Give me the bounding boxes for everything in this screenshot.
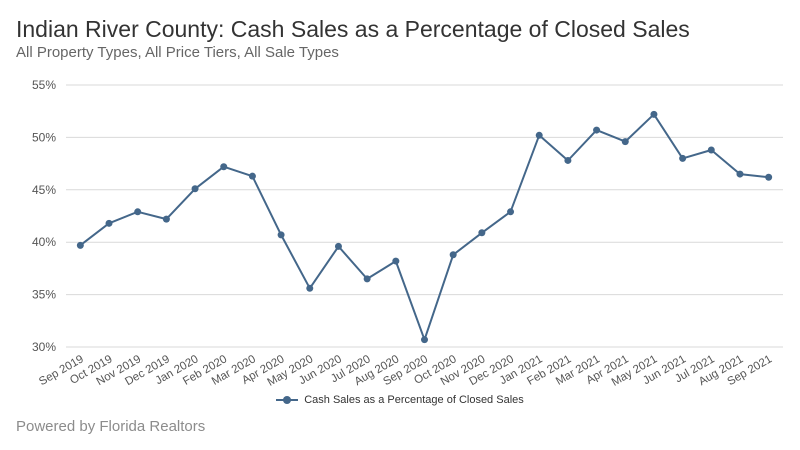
- data-point: [650, 110, 658, 118]
- series-line: [79, 113, 769, 341]
- chart-title: Indian River County: Cash Sales as a Per…: [16, 16, 690, 42]
- y-tick-label: 55%: [32, 78, 56, 92]
- data-point: [76, 241, 84, 249]
- data-point: [707, 146, 715, 154]
- y-tick-label: 45%: [32, 183, 56, 197]
- data-point: [334, 242, 342, 250]
- data-point: [593, 126, 601, 134]
- data-point: [105, 219, 113, 227]
- legend-item[interactable]: Cash Sales as a Percentage of Closed Sal…: [276, 394, 524, 406]
- y-tick-label: 35%: [32, 288, 56, 302]
- data-point: [679, 154, 687, 162]
- data-point: [220, 163, 228, 171]
- data-point: [306, 284, 314, 292]
- y-tick-label: 50%: [32, 130, 56, 144]
- data-point: [392, 257, 400, 265]
- data-point: [564, 156, 572, 164]
- data-point: [535, 131, 543, 139]
- y-tick-label: 40%: [32, 235, 56, 249]
- legend-label: Cash Sales as a Percentage of Closed Sal…: [304, 394, 524, 406]
- data-point: [421, 336, 428, 344]
- data-point: [162, 215, 170, 223]
- data-point: [736, 170, 744, 178]
- data-point: [363, 275, 371, 283]
- data-point: [449, 251, 457, 259]
- chart-subtitle: All Property Types, All Price Tiers, All…: [16, 44, 339, 61]
- data-point: [277, 231, 285, 239]
- data-point: [765, 173, 773, 181]
- data-point: [134, 208, 142, 216]
- y-tick-label: 30%: [32, 340, 56, 354]
- credit-text: Powered by Florida Realtors: [16, 418, 206, 435]
- data-point: [621, 138, 629, 146]
- legend-line-marker-icon: [276, 394, 299, 406]
- data-point: [248, 172, 256, 180]
- chart-legend[interactable]: Cash Sales as a Percentage of Closed Sal…: [0, 394, 800, 409]
- data-point: [507, 208, 515, 216]
- data-point: [191, 185, 199, 193]
- data-point: [478, 229, 486, 237]
